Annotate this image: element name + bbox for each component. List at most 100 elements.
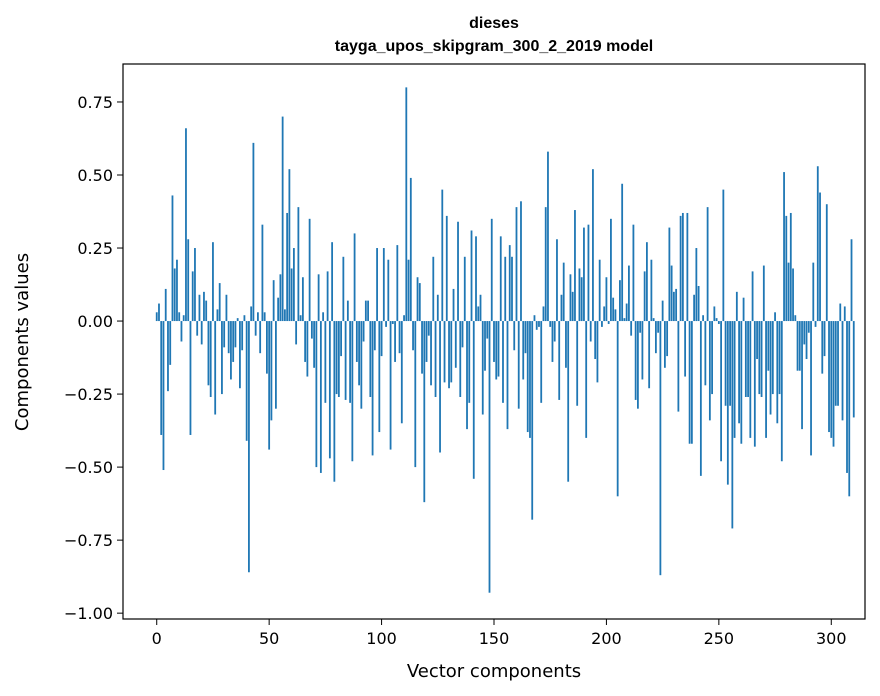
bar-component-255: [729, 321, 731, 406]
bar-component-303: [837, 321, 839, 406]
bar-component-201: [607, 321, 610, 324]
bar-component-52: [272, 280, 275, 322]
bar-component-108: [398, 321, 401, 354]
bar-component-112: [407, 259, 410, 322]
bar-component-49: [266, 321, 268, 374]
bar-component-216: [641, 321, 644, 380]
bar-component-279: [783, 172, 785, 322]
bar-component-58: [286, 212, 289, 322]
bar-component-193: [589, 321, 592, 342]
bar-component-306: [843, 306, 846, 322]
bar-component-260: [740, 321, 743, 444]
bar-component-241: [697, 286, 700, 322]
bar-component-274: [771, 321, 774, 395]
bar-component-194: [592, 169, 594, 322]
chart-title-line2: tayga_upos_skipgram_300_2_2019 model: [335, 38, 653, 55]
bar-component-70: [313, 321, 316, 368]
bar-component-120: [425, 321, 428, 362]
bar-component-218: [646, 242, 648, 322]
bar-component-280: [785, 215, 788, 322]
bar-component-167: [531, 321, 534, 520]
bar-component-147: [486, 321, 489, 339]
bar-component-191: [585, 321, 588, 438]
bar-component-163: [522, 321, 525, 380]
bar-component-53: [275, 321, 277, 409]
bar-component-122: [430, 321, 432, 386]
bar-component-109: [400, 321, 403, 424]
bar-component-170: [538, 321, 540, 327]
bar-component-40: [245, 321, 248, 441]
bar-component-269: [760, 321, 763, 397]
bar-component-169: [535, 321, 538, 330]
bar-component-59: [288, 169, 291, 322]
bar-component-38: [241, 321, 244, 351]
bar-component-267: [756, 321, 758, 360]
bar-component-96: [371, 321, 374, 456]
bar-component-66: [304, 321, 307, 362]
bar-component-47: [261, 224, 264, 322]
bar-component-178: [556, 239, 558, 322]
bar-component-281: [787, 262, 790, 322]
bar-component-264: [749, 321, 752, 438]
bar-component-197: [598, 259, 601, 322]
bar-component-11: [180, 321, 183, 342]
bar-component-74: [322, 312, 325, 322]
bar-component-229: [670, 265, 673, 322]
bar-component-208: [623, 318, 626, 322]
bar-component-212: [632, 224, 635, 322]
bar-component-64: [299, 315, 302, 322]
y-tick-label: −0.25: [64, 385, 113, 404]
bar-component-300: [830, 321, 833, 438]
bar-component-24: [209, 321, 212, 397]
bar-component-34: [232, 321, 235, 362]
bar-component-99: [378, 321, 381, 433]
bar-component-217: [643, 271, 646, 322]
bar-component-148: [488, 321, 491, 593]
bar-component-20: [200, 321, 203, 345]
bar-component-228: [668, 227, 671, 322]
bar-component-296: [821, 321, 824, 374]
bar-component-276: [776, 321, 779, 424]
bar-component-6: [169, 321, 172, 365]
bar-component-123: [432, 256, 435, 322]
bar-component-202: [610, 218, 612, 322]
bar-component-75: [324, 321, 327, 403]
bar-component-36: [236, 318, 239, 322]
bar-component-272: [767, 321, 770, 371]
bar-component-187: [576, 321, 579, 406]
bar-component-113: [409, 177, 412, 322]
bar-component-4: [164, 288, 167, 322]
bar-component-130: [448, 321, 450, 389]
bar-component-102: [385, 321, 387, 327]
bar-component-159: [513, 321, 516, 351]
bar-component-284: [794, 315, 797, 322]
bar-component-242: [699, 321, 702, 476]
bar-component-243: [702, 315, 705, 322]
bar-component-301: [832, 321, 835, 447]
bar-component-273: [769, 321, 772, 415]
bar-component-93: [364, 300, 367, 322]
y-tick-label: 0.00: [77, 312, 113, 331]
bar-component-289: [805, 321, 808, 360]
bar-component-155: [504, 256, 507, 322]
bar-component-161: [517, 321, 520, 409]
bar-component-248: [713, 306, 716, 322]
bar-component-200: [605, 277, 608, 322]
bar-component-268: [758, 321, 761, 395]
bar-component-210: [628, 265, 630, 322]
bar-component-86: [349, 321, 351, 403]
bar-component-172: [542, 306, 545, 322]
bar-component-153: [499, 236, 502, 322]
bar-component-77: [328, 321, 331, 459]
bar-component-294: [816, 166, 819, 322]
bar-component-9: [176, 259, 178, 322]
bar-component-149: [490, 218, 493, 322]
bar-component-54: [277, 297, 280, 322]
bar-component-117: [418, 283, 421, 322]
bar-component-7: [171, 195, 174, 322]
bar-component-244: [704, 321, 707, 386]
bar-component-110: [403, 315, 405, 322]
bar-component-189: [580, 277, 583, 322]
bar-component-203: [612, 297, 615, 322]
